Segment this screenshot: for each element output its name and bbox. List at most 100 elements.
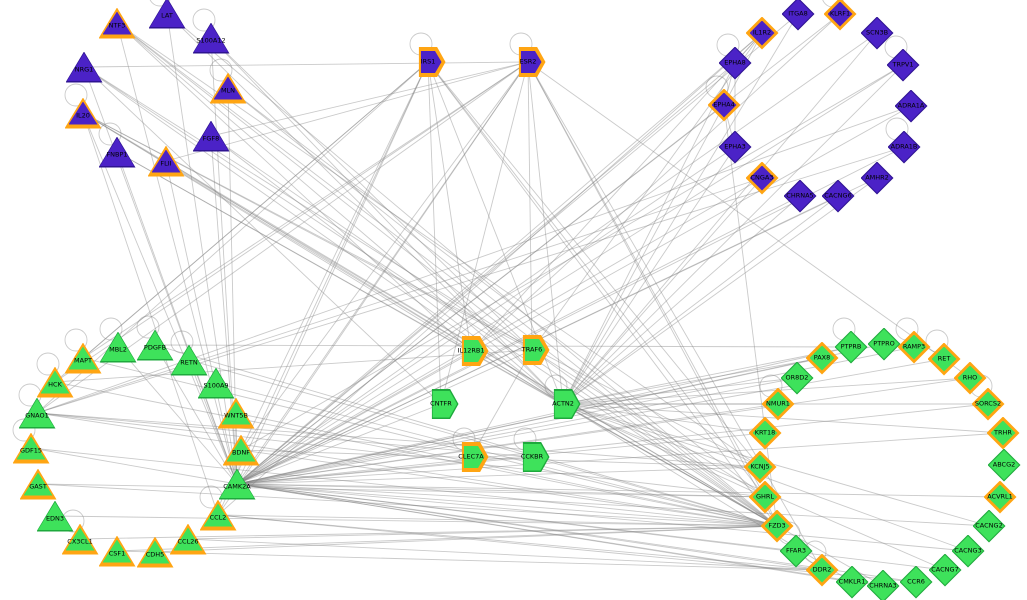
edge xyxy=(210,37,533,351)
edge xyxy=(562,177,878,405)
edge xyxy=(236,105,912,485)
edge xyxy=(215,382,778,527)
edge xyxy=(116,550,823,571)
edge xyxy=(217,32,763,516)
edge xyxy=(37,483,766,498)
edge xyxy=(236,177,763,485)
edge xyxy=(562,403,778,527)
edge xyxy=(562,403,766,434)
edge xyxy=(166,12,778,527)
edge xyxy=(562,177,763,405)
edge xyxy=(527,61,766,498)
edge xyxy=(187,538,823,571)
edge xyxy=(240,61,429,451)
edge xyxy=(227,87,778,527)
edge xyxy=(531,32,763,351)
edge xyxy=(217,514,917,583)
edge xyxy=(187,525,778,540)
edge xyxy=(562,403,990,527)
node-CNTFR[interactable] xyxy=(431,389,459,419)
edge xyxy=(527,61,823,571)
node-shape-purple xyxy=(420,51,442,73)
edge xyxy=(116,22,778,527)
edge xyxy=(36,412,766,498)
edge xyxy=(36,177,763,414)
edge xyxy=(116,22,472,352)
edge xyxy=(236,466,761,485)
edge xyxy=(236,146,736,485)
edge xyxy=(54,349,533,383)
edge xyxy=(210,135,564,405)
edge xyxy=(236,358,945,485)
edge xyxy=(36,412,778,527)
edge xyxy=(470,32,763,352)
edge xyxy=(562,13,799,405)
edge xyxy=(116,151,564,405)
edge xyxy=(54,61,429,383)
edge xyxy=(236,32,878,485)
edge xyxy=(165,160,238,485)
edge xyxy=(236,357,823,485)
edge xyxy=(210,61,529,137)
edge xyxy=(236,349,533,485)
edge xyxy=(562,377,798,405)
self-loop-edge xyxy=(209,58,233,82)
self-loop-edge xyxy=(36,352,60,376)
self-loop-edge xyxy=(149,0,171,7)
edge xyxy=(427,61,761,468)
edge xyxy=(36,412,761,468)
edge xyxy=(36,146,905,414)
edge xyxy=(527,61,778,527)
edge xyxy=(236,483,766,498)
edge xyxy=(210,135,778,527)
edge xyxy=(562,62,736,405)
edge xyxy=(83,66,238,485)
edge xyxy=(82,112,533,351)
edge xyxy=(240,449,761,468)
edge xyxy=(236,346,852,485)
edge xyxy=(82,112,778,527)
edge xyxy=(562,403,766,498)
edge xyxy=(236,13,799,485)
self-loop-edge xyxy=(99,317,123,341)
edge xyxy=(154,525,778,553)
edge xyxy=(427,61,778,527)
edge xyxy=(217,61,529,516)
edge xyxy=(236,483,969,552)
edge xyxy=(562,104,725,405)
self-loop-edge xyxy=(170,330,194,354)
edge xyxy=(236,483,946,571)
edge xyxy=(236,195,801,485)
edge xyxy=(227,87,766,498)
edge xyxy=(210,37,564,405)
edge xyxy=(83,66,766,498)
edge xyxy=(723,104,778,527)
edge xyxy=(236,483,917,583)
edge xyxy=(54,61,529,383)
edge xyxy=(154,344,238,485)
edge xyxy=(470,349,533,458)
edge xyxy=(235,412,778,527)
edge xyxy=(236,483,884,587)
edge xyxy=(217,514,778,527)
edge xyxy=(236,62,736,485)
edge xyxy=(116,22,238,485)
edge xyxy=(236,13,841,485)
edge xyxy=(116,151,238,485)
edge xyxy=(236,483,990,527)
edge xyxy=(236,483,797,552)
edge xyxy=(527,61,945,360)
edge xyxy=(240,61,529,451)
node-shape-green xyxy=(463,340,485,362)
edge xyxy=(54,515,778,527)
edge xyxy=(82,112,238,485)
edge xyxy=(236,61,429,485)
edge xyxy=(240,449,778,527)
edge xyxy=(527,61,533,351)
self-loop-edge xyxy=(98,122,122,146)
edge xyxy=(236,377,971,485)
self-loop-edge xyxy=(192,8,216,32)
edge xyxy=(236,104,725,485)
